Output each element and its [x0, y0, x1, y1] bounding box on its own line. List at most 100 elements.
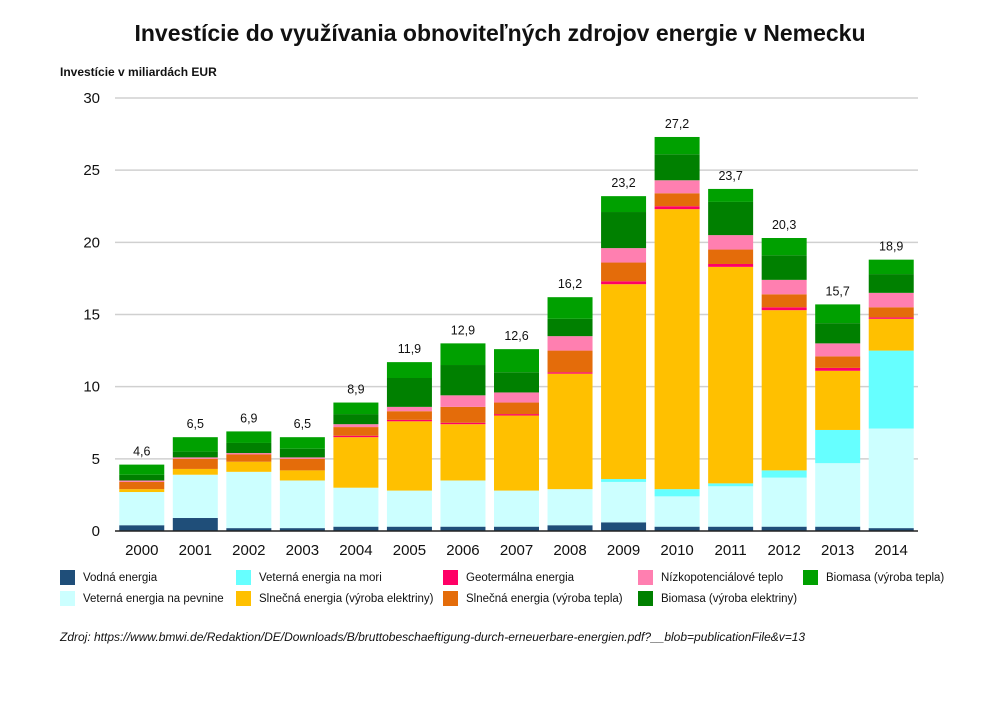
bar-total-label: 15,7	[826, 284, 850, 298]
x-tick-label: 2007	[500, 542, 533, 559]
y-tick-label: 0	[92, 523, 100, 540]
bar-segment	[815, 370, 861, 430]
bar-segment	[547, 372, 593, 374]
bar-segment	[761, 255, 807, 280]
legend-swatch	[638, 570, 653, 585]
bar-total-label: 23,2	[611, 176, 635, 190]
y-axis-label: Investície v miliardách EUR	[60, 65, 217, 79]
bar-segment	[226, 528, 272, 531]
bar-segment	[440, 365, 486, 396]
x-tick-label: 2008	[553, 542, 586, 559]
x-tick-label: 2006	[446, 542, 479, 559]
bar-total-label: 6,5	[187, 417, 204, 431]
bar-segment	[119, 474, 165, 481]
bar-segment	[601, 284, 647, 480]
bar-segment	[279, 470, 325, 481]
bar-segment	[708, 201, 754, 236]
bar-segment	[815, 304, 861, 324]
legend-label: Nízkopotenciálové teplo	[661, 571, 784, 584]
bar-segment	[815, 323, 861, 344]
bar-segment	[494, 349, 539, 373]
bar-segment	[333, 437, 379, 488]
x-tick-label: 2012	[767, 542, 800, 559]
bar-segment	[119, 464, 165, 475]
bar-segment	[279, 480, 325, 529]
bar-segment	[386, 421, 432, 491]
legend-label: Vodná energia	[83, 571, 158, 584]
bar-segment	[547, 350, 593, 373]
bar-total-label: 12,9	[451, 323, 475, 337]
bar-segment	[333, 435, 379, 438]
bar-segment	[868, 307, 914, 318]
bar-segment	[119, 492, 165, 526]
bar-segment	[654, 154, 700, 181]
bar-segment	[601, 196, 647, 213]
bar-segment	[279, 437, 325, 449]
bar-segment	[440, 526, 486, 531]
bar-segment	[708, 266, 754, 484]
bar-segment	[654, 206, 700, 210]
bar-segment	[654, 496, 700, 527]
x-tick-label: 2001	[179, 542, 212, 559]
bar-segment	[494, 490, 539, 527]
bar-segment	[440, 395, 486, 407]
bar-segment	[601, 479, 647, 482]
bar-segment	[708, 263, 754, 267]
bar-segment	[386, 411, 432, 420]
bar-segment	[386, 406, 432, 412]
legend-item: Geotermálna energia	[443, 570, 574, 585]
bar-segment	[654, 489, 700, 497]
legend-item: Biomasa (výroba tepla)	[803, 570, 944, 585]
bar-segment	[172, 451, 218, 458]
legend-label: Slnečná energia (výroba elektriny)	[259, 592, 434, 605]
bar-segment	[440, 424, 486, 481]
bar-segment	[119, 489, 165, 493]
bar-segment	[279, 457, 325, 459]
stacked-bar-chart: 0 5 10 15 20 25 30 4,6 2000 6,5 2001 6,9 2002 6,5 2003…	[83, 90, 918, 559]
bar-total-label: 6,5	[294, 417, 311, 431]
bar-total-label: 23,7	[718, 169, 742, 183]
bar-segment	[333, 487, 379, 527]
bar-segment	[440, 480, 486, 527]
source-note: Zdroj: https://www.bmwi.de/Redaktion/DE/…	[60, 630, 806, 644]
bar-segment	[708, 235, 754, 250]
bar-total-label: 11,9	[398, 342, 421, 356]
bar-segment	[279, 528, 325, 531]
legend-swatch	[638, 591, 653, 606]
bar-segment	[547, 336, 593, 351]
bar-segment	[333, 414, 379, 425]
bar-segment	[601, 262, 647, 282]
bar-segment	[815, 463, 861, 527]
legend-swatch	[443, 570, 458, 585]
legend-swatch	[443, 591, 458, 606]
x-tick-label: 2004	[339, 542, 372, 559]
bar-segment	[333, 402, 379, 415]
bar-segment	[601, 212, 647, 249]
bar-segment	[868, 292, 914, 308]
bar-segment	[172, 458, 218, 469]
bar-segment	[440, 422, 486, 425]
bar-segment	[868, 317, 914, 319]
bar-segment	[761, 470, 807, 478]
bar-segment	[172, 518, 218, 531]
bar-segment	[761, 294, 807, 308]
bar-total-label: 27,2	[665, 117, 689, 131]
bar-segment	[654, 193, 700, 207]
bar-segment	[547, 318, 593, 337]
bar-segment	[494, 414, 539, 416]
legend-item: Vodná energia	[60, 570, 157, 585]
bar-segment	[761, 526, 807, 531]
bar-total-label: 12,6	[504, 329, 528, 343]
x-tick-label: 2009	[607, 542, 640, 559]
bar-segment	[386, 362, 432, 379]
bar-segment	[279, 458, 325, 471]
bar-total-label: 4,6	[133, 445, 150, 459]
legend-swatch	[803, 570, 818, 585]
bar-segment	[494, 415, 539, 491]
bar-segment	[708, 483, 754, 487]
bar-segment	[386, 419, 432, 422]
bar-segment	[654, 136, 700, 155]
x-tick-label: 2000	[125, 542, 158, 559]
bar-segment	[119, 480, 165, 482]
bar-total-label: 18,9	[879, 240, 903, 254]
